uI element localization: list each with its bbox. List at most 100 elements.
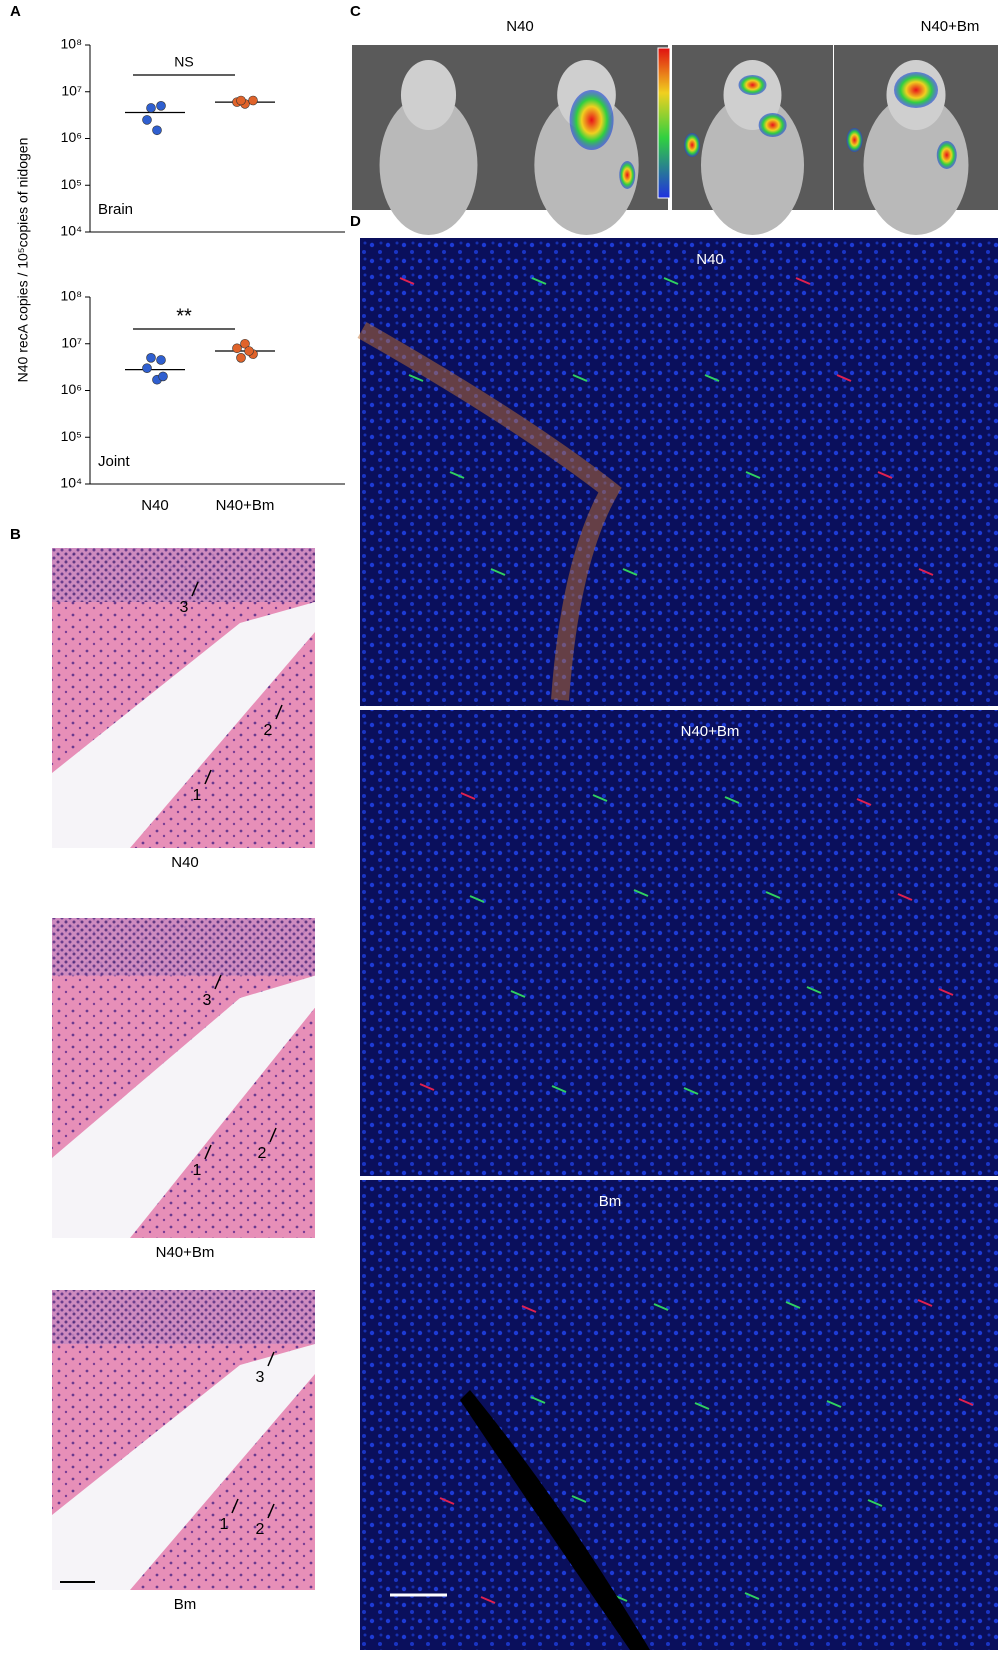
y-tick-label: 10⁷ xyxy=(61,82,82,98)
vessel xyxy=(918,568,934,576)
vessel xyxy=(572,374,588,382)
marker-label: 3 xyxy=(180,599,189,616)
marker-arrow xyxy=(269,1127,277,1143)
vessel xyxy=(826,1400,842,1408)
vessel xyxy=(806,986,822,994)
vessel xyxy=(867,1499,883,1507)
data-point xyxy=(232,343,242,354)
cell-layer xyxy=(52,918,315,976)
vessel xyxy=(744,1592,760,1600)
marker-label: 2 xyxy=(256,1521,265,1538)
vessel xyxy=(694,1402,710,1410)
color-scale xyxy=(657,47,671,199)
data-point xyxy=(156,101,166,111)
panel-label: A xyxy=(10,3,21,20)
fluorescence-label: N40 xyxy=(696,251,724,268)
vessel xyxy=(622,568,638,576)
imaging-label: N40 xyxy=(506,18,534,35)
fluorescence-label: Bm xyxy=(599,1193,622,1210)
histology-image xyxy=(52,918,315,1238)
marker-label: 2 xyxy=(264,722,273,739)
data-point xyxy=(142,115,152,125)
vessel xyxy=(765,891,781,899)
mouse-head xyxy=(400,60,457,130)
marker-label: 2 xyxy=(258,1145,267,1162)
vessel xyxy=(480,1596,496,1604)
marker-label: 3 xyxy=(256,1369,265,1386)
fluor-bg xyxy=(360,1180,998,1650)
vessel xyxy=(877,471,893,479)
vessel xyxy=(419,1083,435,1091)
significance-label: NS xyxy=(174,54,193,70)
marker-arrow xyxy=(191,581,199,597)
data-point xyxy=(236,353,246,363)
marker-arrow xyxy=(267,1351,275,1367)
fluorescence-image xyxy=(360,710,998,1176)
marker-arrow xyxy=(214,974,222,990)
histology-caption: N40+Bm xyxy=(156,1244,215,1261)
fluor-bg xyxy=(360,238,998,706)
vessel xyxy=(785,1301,801,1309)
mouse-body xyxy=(534,95,639,235)
mouse-body xyxy=(379,95,478,235)
marker-label: 3 xyxy=(203,992,212,1009)
panel-text: Brain xyxy=(98,201,133,218)
data-point xyxy=(158,371,168,382)
vessel xyxy=(704,374,720,382)
histology-image xyxy=(52,548,315,848)
vessel xyxy=(795,277,811,285)
cell-layer xyxy=(52,548,315,602)
marker-label: 1 xyxy=(193,787,202,804)
vessel xyxy=(551,1085,567,1093)
data-point xyxy=(244,346,254,356)
y-tick-label: 10⁶ xyxy=(61,129,82,145)
data-point xyxy=(152,125,162,136)
mouse-image xyxy=(352,45,505,235)
data-point xyxy=(156,355,166,365)
joint-space xyxy=(52,602,315,848)
vessel xyxy=(745,471,761,479)
fluorescence-image xyxy=(360,1180,998,1650)
vessel xyxy=(653,1303,669,1311)
vessel xyxy=(439,1497,455,1505)
y-tick-label: 10⁴ xyxy=(60,223,82,239)
vessel xyxy=(460,792,476,800)
vessel xyxy=(490,568,506,576)
data-point xyxy=(146,103,156,113)
vessel xyxy=(399,277,415,285)
vessel xyxy=(958,1398,974,1406)
vessel xyxy=(938,988,954,996)
marker-arrow xyxy=(231,1498,239,1514)
joint-space xyxy=(52,975,315,1238)
panel-text: Joint xyxy=(98,453,131,470)
vessel xyxy=(531,277,547,285)
x-tick-label: N40 xyxy=(141,497,169,514)
cell-layer xyxy=(52,1290,315,1344)
signal xyxy=(758,113,787,137)
vessel xyxy=(571,1495,587,1503)
vessel xyxy=(510,990,526,998)
data-point xyxy=(236,95,246,106)
marker-arrow xyxy=(275,704,283,720)
mouse-body xyxy=(863,95,969,235)
data-point xyxy=(248,95,258,106)
panel-label: B xyxy=(10,526,21,543)
vessel xyxy=(633,889,649,897)
vessel xyxy=(592,794,608,802)
data-point xyxy=(240,338,250,349)
mouse-image xyxy=(505,45,668,235)
marker-arrow xyxy=(267,1503,275,1519)
vessel xyxy=(836,374,852,382)
panel-label: C xyxy=(350,3,361,20)
data-point xyxy=(142,363,152,373)
fluor-bg xyxy=(360,710,998,1176)
panel-label: D xyxy=(350,213,361,230)
histology-caption: N40 xyxy=(171,854,199,871)
signal xyxy=(936,141,957,169)
mouse-image xyxy=(834,45,998,235)
signal xyxy=(619,161,636,189)
marker-arrow xyxy=(204,769,212,785)
significance-label: ** xyxy=(176,305,192,327)
vessel xyxy=(469,895,485,903)
vessel xyxy=(530,1396,546,1404)
